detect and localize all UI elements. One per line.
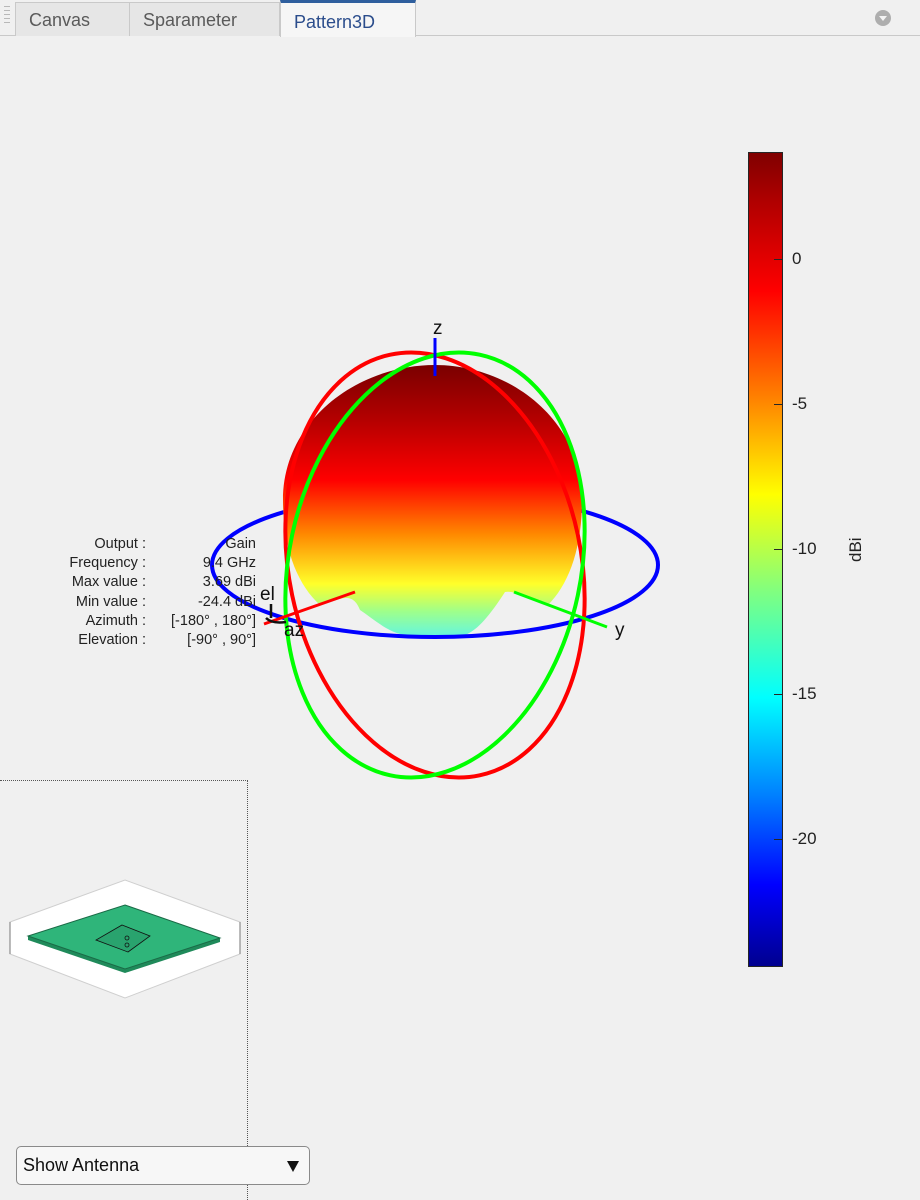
colorbar	[748, 152, 783, 967]
info-label: Elevation :	[78, 631, 146, 648]
colorbar-tick	[774, 404, 783, 405]
colorbar-tick	[774, 694, 783, 695]
colorbar-tick-label: 0	[792, 249, 802, 268]
az-arrow-icon	[265, 617, 287, 624]
chevron-down-circle-icon[interactable]	[875, 10, 891, 26]
colorbar-tick-label: -15	[792, 684, 817, 703]
antenna-preview[interactable]	[0, 870, 248, 1005]
info-label: Output :	[94, 536, 146, 552]
z-plane-ring-front	[210, 564, 660, 639]
patch-icon	[95, 924, 151, 953]
info-row-max: Max value : 3.69 dBi	[40, 574, 270, 593]
feed-point-icon	[124, 942, 130, 948]
colorbar-tick-label: -20	[792, 829, 817, 848]
colorbar-tick	[774, 259, 783, 260]
info-row-frequency: Frequency : 9.4 GHz	[40, 555, 270, 574]
y-axis-line	[513, 590, 608, 629]
info-value: 3.69 dBi	[202, 574, 256, 591]
radiation-lobe	[283, 365, 582, 639]
colorbar-tick	[774, 839, 783, 840]
tab-bar: Canvas Sparameter Pattern3D	[0, 0, 920, 37]
info-label: Max value :	[71, 574, 146, 591]
feed-point-icon	[124, 935, 130, 941]
drag-grip-icon[interactable]	[4, 6, 10, 30]
colorbar-tick-label: -5	[792, 394, 808, 413]
pattern-info-panel: Output : Gain Frequency : 9.4 GHz Max va…	[40, 536, 270, 651]
info-value: [-90° , 90°]	[187, 631, 256, 648]
info-row-elevation: Elevation : [-90° , 90°]	[40, 632, 270, 651]
info-value: Gain	[225, 536, 256, 552]
info-value: 9.4 GHz	[202, 555, 256, 572]
info-value: [-180° , 180°]	[171, 612, 256, 629]
info-label: Frequency :	[69, 555, 146, 572]
x-plane-ring	[283, 350, 587, 780]
tab-pattern3d[interactable]: Pattern3D	[280, 0, 416, 37]
colorbar-tick	[774, 549, 783, 550]
info-row-output: Output : Gain	[40, 536, 270, 555]
display-select-value: Show Antenna	[23, 1155, 140, 1175]
info-label: Min value :	[75, 593, 146, 610]
x-axis-line	[263, 590, 356, 626]
el-label: el	[260, 584, 275, 605]
info-row-min: Min value : -24.4 dBi	[40, 594, 270, 613]
y-axis-label: y	[615, 620, 625, 641]
tab-sparameter[interactable]: Sparameter	[129, 2, 280, 36]
colorbar-tick-label: -10	[792, 539, 817, 558]
triangle-down-icon	[287, 1161, 299, 1172]
info-value: -24.4 dBi	[197, 593, 256, 610]
info-label: Azimuth :	[85, 612, 146, 629]
substrate-side	[28, 936, 220, 973]
display-select[interactable]: Show Antenna	[16, 1146, 310, 1185]
tab-canvas[interactable]: Canvas	[15, 2, 130, 36]
y-plane-ring	[283, 350, 587, 780]
colorbar-unit-label: dBi	[846, 537, 865, 562]
z-axis-label: z	[433, 318, 443, 339]
antenna-preview-panel	[0, 780, 248, 1200]
az-label: az	[284, 620, 304, 641]
info-row-azimuth: Azimuth : [-180° , 180°]	[40, 613, 270, 632]
